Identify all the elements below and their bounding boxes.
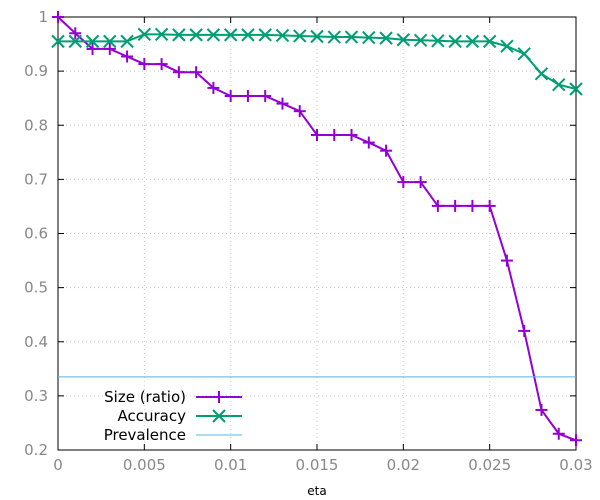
size-ratio-point xyxy=(86,42,99,55)
accuracy-point xyxy=(275,28,290,43)
accuracy-point xyxy=(413,33,428,47)
size-ratio-point xyxy=(207,81,220,94)
accuracy-point xyxy=(120,34,134,49)
series-layer xyxy=(51,11,583,447)
size-ratio-point xyxy=(121,50,134,63)
accuracy-point xyxy=(534,67,549,81)
accuracy-point xyxy=(103,34,117,49)
size-ratio-point xyxy=(380,144,393,157)
legend-entry-accuracy: Accuracy xyxy=(118,407,242,425)
accuracy-point xyxy=(293,29,307,43)
accuracy-point xyxy=(465,34,480,49)
accuracy-point xyxy=(517,47,531,61)
accuracy-point xyxy=(258,28,272,42)
accuracy-point xyxy=(569,82,583,96)
accuracy-point xyxy=(154,27,169,42)
accuracy-point xyxy=(206,28,221,42)
accuracy-point xyxy=(310,29,324,44)
accuracy-point xyxy=(482,34,497,49)
accuracy-point xyxy=(448,34,462,49)
y-tick-label: 0.5 xyxy=(24,279,48,297)
size-ratio-point xyxy=(155,58,168,71)
size-ratio-point xyxy=(293,105,306,118)
y-tick-label: 0.8 xyxy=(24,116,48,134)
y-tick-label: 0.7 xyxy=(24,170,48,188)
x-tick-label: 0.03 xyxy=(559,456,592,474)
size-ratio-point xyxy=(431,199,444,212)
legend-label: Size (ratio) xyxy=(104,388,186,406)
x-tick-label: 0.01 xyxy=(214,456,247,474)
y-tick-label: 0.6 xyxy=(24,225,48,243)
accuracy-point xyxy=(241,28,255,42)
grid xyxy=(58,17,576,450)
x-tick-label: 0 xyxy=(53,456,63,474)
size-ratio-point xyxy=(362,136,375,149)
accuracy-point xyxy=(189,28,203,42)
size-ratio-point xyxy=(190,66,203,79)
size-ratio-point xyxy=(328,128,341,141)
x-axis-label: eta xyxy=(307,484,326,498)
legend-marker xyxy=(212,409,226,423)
size-ratio-point xyxy=(500,254,513,267)
series-accuracy xyxy=(51,27,583,96)
size-ratio-point xyxy=(259,90,272,103)
legend-entry-size-ratio: Size (ratio) xyxy=(104,388,242,406)
size-ratio-point xyxy=(518,324,531,337)
accuracy-point xyxy=(85,34,100,49)
accuracy-point xyxy=(51,34,65,49)
x-tick-label: 0.02 xyxy=(387,456,420,474)
accuracy-point xyxy=(223,28,238,42)
accuracy-point xyxy=(431,34,445,48)
accuracy-point xyxy=(500,39,514,53)
accuracy-point xyxy=(68,34,82,49)
y-tick-label: 0.4 xyxy=(24,333,48,351)
x-tick-label: 0.005 xyxy=(123,456,166,474)
size-ratio-point xyxy=(311,128,323,141)
size-ratio-point xyxy=(103,42,116,55)
size-ratio-point xyxy=(241,90,254,103)
y-tick-label: 1 xyxy=(38,8,48,26)
accuracy-point xyxy=(552,77,566,92)
size-ratio-point xyxy=(414,176,427,189)
y-tick-label: 0.2 xyxy=(24,441,48,459)
size-ratio-point xyxy=(449,199,462,212)
legend-label: Accuracy xyxy=(118,407,187,425)
accuracy-point xyxy=(172,28,186,42)
size-ratio-point xyxy=(535,403,548,416)
size-ratio-point xyxy=(570,434,582,447)
size-ratio-point xyxy=(345,128,358,141)
size-ratio-point xyxy=(172,66,185,79)
axis-ticks: 0 0.005 0.01 0.015 0.02 0.025 0.03 0.2 0.3 0.4 0.5… xyxy=(24,8,593,474)
size-ratio-point xyxy=(552,427,565,440)
size-ratio-point xyxy=(224,90,237,103)
accuracy-point xyxy=(396,33,411,47)
size-ratio-point xyxy=(138,58,151,71)
accuracy-point xyxy=(379,31,393,45)
accuracy-point xyxy=(344,30,359,44)
legend-marker xyxy=(213,391,225,403)
size-ratio-point xyxy=(276,97,289,110)
size-ratio-point xyxy=(483,199,496,212)
legend-label: Prevalence xyxy=(104,426,186,444)
size-ratio-point xyxy=(52,11,64,23)
y-tick-label: 0.3 xyxy=(24,387,48,405)
accuracy-point xyxy=(327,30,341,44)
x-tick-label: 0.015 xyxy=(296,456,339,474)
x-tick-label: 0.025 xyxy=(468,456,511,474)
size-ratio-point xyxy=(466,199,479,212)
series-size-ratio xyxy=(52,11,582,447)
accuracy-point xyxy=(362,30,376,45)
size-ratio-point xyxy=(397,176,410,189)
legend-entry-prevalence: Prevalence xyxy=(104,426,242,444)
size-ratio-point xyxy=(69,27,82,40)
y-tick-label: 0.9 xyxy=(24,62,48,80)
accuracy-point xyxy=(137,27,152,42)
